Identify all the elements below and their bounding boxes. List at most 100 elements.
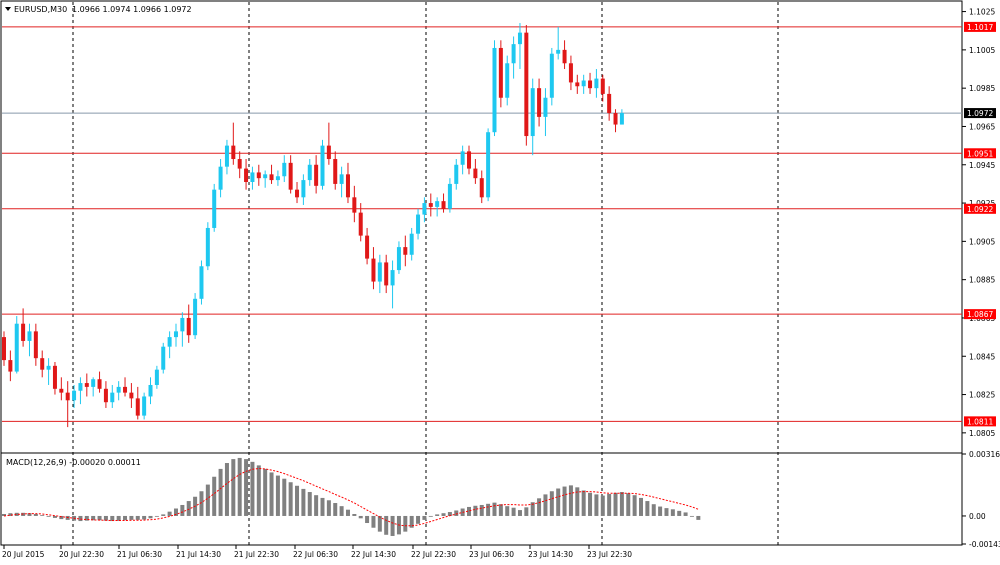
macd-tick-label: 0.00	[969, 512, 986, 521]
macd-bar	[269, 472, 274, 516]
candle-body	[352, 197, 357, 213]
candle-body	[103, 388, 108, 403]
candle-body	[250, 172, 255, 182]
level-price-tag	[964, 21, 996, 32]
macd-bar	[479, 504, 484, 516]
macd-bar	[651, 504, 656, 516]
macd-bar	[664, 508, 669, 516]
macd-bar	[358, 515, 363, 519]
indicator-plot-frame	[0, 452, 963, 546]
candle-body	[314, 164, 319, 186]
time-tick-label: 22 Jul 06:30	[293, 550, 338, 559]
macd-bar	[52, 515, 57, 518]
level-price-tag	[964, 416, 996, 427]
candle-body	[224, 145, 229, 167]
level-price-tag	[964, 309, 996, 320]
macd-bar	[326, 500, 331, 516]
candle-body	[365, 235, 370, 259]
candle-body	[511, 44, 516, 64]
macd-bar	[199, 491, 204, 516]
signal-line-path	[3, 467, 699, 527]
symbol-label: EURUSD,M30	[14, 5, 67, 14]
macd-bar	[339, 506, 344, 516]
candle-body	[562, 49, 567, 64]
price-tick-label: 1.0805	[969, 429, 995, 438]
candle-body	[244, 168, 249, 182]
candle-body	[326, 145, 331, 160]
candle-body	[78, 383, 83, 391]
macd-bar	[505, 506, 510, 516]
macd-label: MACD(12,26,9) -0.00020 0.00011	[6, 458, 141, 467]
macd-bar	[97, 515, 102, 521]
candle-body	[403, 247, 408, 255]
price-tags: 1.1017 1.0951 1.0922 1.0867 1.0811 1.0972	[964, 21, 996, 427]
dropdown-triangle-icon[interactable]	[5, 7, 11, 11]
macd-bar	[607, 494, 612, 516]
candle-body	[498, 47, 503, 98]
candle-body	[339, 174, 344, 184]
macd-bar	[301, 488, 306, 516]
candle-body	[543, 97, 548, 117]
macd-bar	[333, 503, 338, 516]
macd-bar	[492, 502, 497, 516]
macd-bar	[205, 484, 210, 516]
macd-bar	[498, 504, 503, 516]
candle-body	[52, 365, 57, 389]
macd-bar	[244, 459, 249, 516]
macd-bar	[435, 514, 440, 516]
macd-signal-line	[3, 467, 699, 527]
candle-body	[441, 201, 446, 209]
candle-body	[422, 203, 427, 215]
macd-bar	[658, 506, 663, 516]
candle-body	[320, 145, 325, 186]
candle-body	[333, 159, 338, 184]
candles	[2, 23, 624, 428]
grid-lines	[72, 2, 779, 545]
time-tick-label: 23 Jul 06:30	[469, 550, 514, 559]
candle-body	[384, 262, 389, 286]
macd-bar	[390, 515, 395, 536]
time-tick-label: 22 Jul 22:30	[411, 550, 456, 559]
macd-bar	[689, 515, 694, 517]
macd-bar	[517, 510, 522, 516]
macd-bar	[250, 461, 255, 516]
candle-body	[549, 53, 554, 98]
candle-body	[486, 132, 491, 198]
macd-bar	[103, 515, 108, 521]
candle-body	[396, 247, 401, 271]
macd-bar	[422, 515, 427, 520]
candle-body	[428, 203, 433, 207]
horizontal-levels[interactable]	[2, 26, 962, 422]
macd-bar	[594, 494, 599, 516]
macd-bar	[78, 515, 83, 522]
level-price-tag-label: 1.0951	[967, 149, 993, 158]
candle-body	[594, 78, 599, 89]
price-axis: 1.10251.10051.09851.09651.09451.09251.09…	[962, 8, 995, 438]
candle-body	[91, 379, 96, 387]
macd-bar	[314, 495, 319, 516]
candle-body	[505, 63, 510, 98]
macd-bar	[142, 515, 147, 520]
macd-bar	[161, 514, 166, 516]
candle-body	[288, 162, 293, 190]
candle-body	[537, 88, 542, 117]
price-tick-label: 1.1025	[969, 8, 995, 17]
price-tick-label: 1.0985	[969, 84, 995, 93]
price-tick-label: 1.0905	[969, 237, 995, 246]
candle-body	[97, 379, 102, 389]
price-tick-label: 1.0945	[969, 161, 995, 170]
macd-bar	[123, 515, 128, 521]
candle-body	[205, 227, 210, 267]
candle-body	[154, 369, 159, 385]
candle-body	[390, 270, 395, 286]
macd-bar	[91, 515, 96, 521]
level-price-tag-label: 1.0867	[967, 310, 993, 319]
macd-bar	[696, 515, 701, 520]
candle-body	[27, 331, 32, 341]
macd-bar	[562, 486, 567, 516]
candle-body	[8, 360, 13, 372]
candle-body	[435, 201, 440, 207]
macd-bar	[549, 491, 554, 516]
